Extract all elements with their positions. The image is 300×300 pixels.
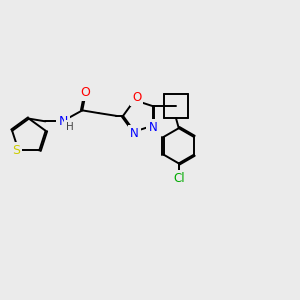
Text: Cl: Cl (173, 172, 184, 185)
Text: S: S (12, 144, 20, 157)
Text: N: N (58, 115, 68, 128)
Text: N: N (130, 127, 139, 140)
Text: H: H (66, 122, 74, 132)
Text: N: N (148, 121, 157, 134)
Text: O: O (132, 91, 141, 104)
Text: O: O (80, 86, 90, 99)
